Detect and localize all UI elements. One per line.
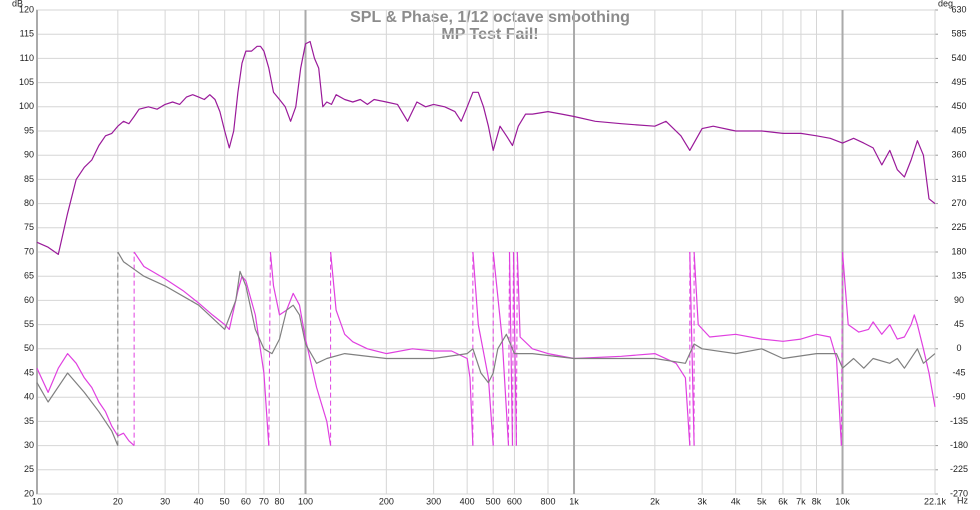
- y-tick-label: 40: [24, 392, 34, 402]
- y-tick-label: 110: [20, 53, 34, 63]
- y2-tick-label: 45: [954, 319, 964, 329]
- y2-tick-label: 585: [951, 29, 966, 39]
- x-tick-label: 4k: [731, 496, 741, 506]
- y2-tick-label: 315: [951, 174, 966, 184]
- y2-axis-label: deg: [938, 0, 953, 8]
- y2-tick-label: 0: [956, 343, 961, 353]
- y-tick-label: 45: [24, 367, 34, 377]
- x-tick-label: 70: [259, 496, 269, 506]
- y2-tick-label: 360: [951, 150, 966, 160]
- x-tick-label: 10k: [835, 496, 850, 506]
- y2-tick-label: -270: [950, 488, 968, 498]
- y-tick-label: 100: [19, 101, 34, 111]
- series-line: [36, 251, 936, 446]
- y-tick-label: 75: [24, 222, 34, 232]
- wrap-connector: [840, 251, 844, 446]
- x-tick-label: 10: [32, 496, 42, 506]
- y2-tick-label: 180: [951, 246, 966, 256]
- y2-tick-label: 270: [951, 198, 966, 208]
- y-tick-label: 60: [24, 295, 34, 305]
- x-unit: Hz: [957, 495, 968, 505]
- y2-tick-label: 405: [951, 125, 966, 135]
- x-tick-label: 30: [160, 496, 170, 506]
- chart-title: SPL & Phase, 1/12 octave smoothing: [350, 9, 630, 26]
- x-tick-label: 3k: [697, 496, 707, 506]
- y2-tick-label: -45: [952, 367, 965, 377]
- y-tick-label: 85: [24, 174, 34, 184]
- x-tick-label: 6k: [778, 496, 788, 506]
- y2-tick-label: -180: [950, 440, 968, 450]
- wrap-connector: [268, 251, 271, 446]
- x-tick-label: 500: [486, 496, 501, 506]
- y2-tick-label: -90: [952, 392, 965, 402]
- y-tick-label: 80: [24, 198, 34, 208]
- y-tick-label: 120: [19, 4, 34, 14]
- y2-tick-label: 135: [951, 271, 966, 281]
- x-tick-label: 22.1k: [924, 496, 947, 506]
- x-tick-label: 400: [460, 496, 475, 506]
- x-tick-label: 1k: [569, 496, 579, 506]
- y-tick-label: 30: [24, 440, 34, 450]
- y-tick-label: 55: [24, 319, 34, 329]
- y2-tick-label: -135: [950, 416, 968, 426]
- x-tick-label: 20: [113, 496, 123, 506]
- x-tick-label: 800: [540, 496, 555, 506]
- y-tick-label: 105: [19, 77, 34, 87]
- y-tick-label: 25: [24, 464, 34, 474]
- y-tick-label: 115: [20, 29, 34, 39]
- chart-subtitle: MP Test Fail!: [441, 26, 538, 43]
- y-tick-label: 95: [24, 125, 34, 135]
- y2-tick-label: 540: [951, 53, 966, 63]
- wrap-connector: [507, 251, 510, 446]
- x-tick-label: 2k: [650, 496, 660, 506]
- y2-tick-label: 90: [954, 295, 964, 305]
- x-tick-label: 60: [241, 496, 251, 506]
- y-tick-label: 90: [24, 150, 34, 160]
- y-tick-label: 70: [24, 246, 34, 256]
- series-line: [36, 40, 936, 255]
- y2-tick-label: 630: [951, 4, 966, 14]
- x-tick-label: 40: [194, 496, 204, 506]
- y2-tick-label: 450: [951, 101, 966, 111]
- y-tick-label: 35: [24, 416, 34, 426]
- wrap-connector: [515, 251, 518, 446]
- x-tick-label: 600: [507, 496, 522, 506]
- y-tick-label: 20: [24, 488, 34, 498]
- y2-tick-label: -225: [950, 464, 968, 474]
- x-tick-label: 80: [274, 496, 284, 506]
- y-axis-label: dB: [12, 0, 23, 8]
- x-tick-label: 200: [379, 496, 394, 506]
- x-tick-label: 100: [298, 496, 313, 506]
- y-tick-label: 50: [24, 343, 34, 353]
- x-tick-label: 300: [426, 496, 441, 506]
- y-tick-label: 65: [24, 271, 34, 281]
- y2-tick-label: 225: [951, 222, 966, 232]
- x-tick-label: 7k: [796, 496, 806, 506]
- x-tick-label: 5k: [757, 496, 767, 506]
- x-tick-label: 8k: [812, 496, 822, 506]
- x-tick-label: 50: [220, 496, 230, 506]
- y2-tick-label: 495: [951, 77, 966, 87]
